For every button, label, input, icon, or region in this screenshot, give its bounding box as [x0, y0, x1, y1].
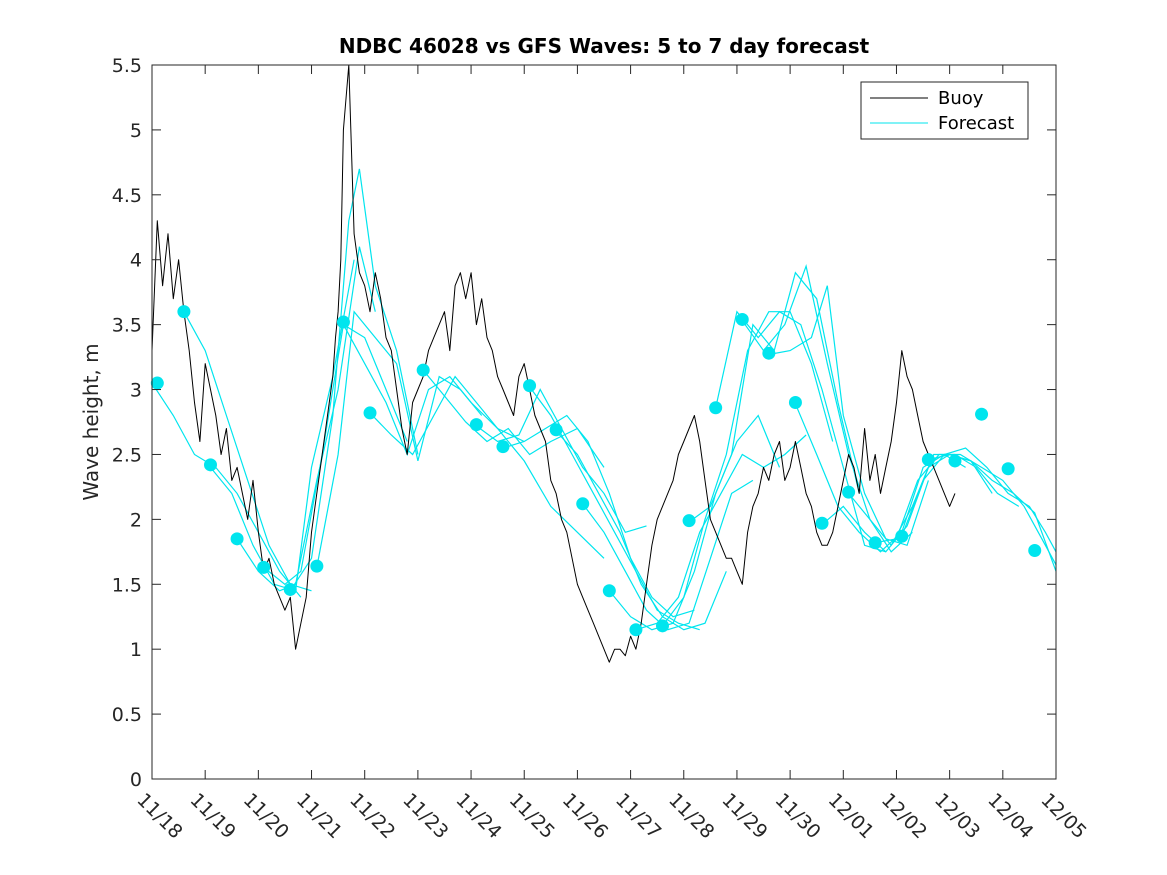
forecast-line-6: [316, 310, 483, 568]
forecast-marker-14: [576, 497, 590, 511]
legend-buoy-label: Buoy: [938, 88, 984, 109]
y-tick-label-3: 1.5: [112, 574, 142, 596]
forecast-line-4: [263, 323, 408, 586]
y-tick-label-6: 3: [130, 380, 142, 402]
legend-box: [860, 81, 1029, 140]
forecast-line-26: [901, 447, 1057, 553]
legend-forecast-label: Forecast: [938, 113, 1014, 134]
forecast-line-14: [582, 479, 754, 631]
y-axis: 0 0.5 1 1.5 2 2.5 3 3.5 4 4.5 5 5.5: [112, 55, 1056, 791]
forecast-marker-13: [549, 423, 563, 437]
forecast-marker-31: [1028, 544, 1042, 558]
y-tick-label-5: 2.5: [112, 444, 142, 466]
forecast-line-16: [635, 434, 807, 631]
forecast-marker-20: [735, 312, 749, 326]
forecast-line-24: [848, 453, 1020, 547]
y-tick-label-2: 1: [130, 639, 142, 661]
y-tick-label-10: 5: [130, 120, 142, 142]
forecast-marker-12: [523, 379, 537, 393]
y-axis-label: Wave height, m: [79, 343, 103, 500]
forecast-marker-10: [469, 418, 483, 432]
forecast-marker-9: [416, 363, 430, 377]
forecast-line-11: [502, 414, 695, 618]
forecast-marker-19: [709, 401, 723, 415]
forecast-line-0: [151, 382, 302, 598]
forecast-marker-22: [788, 396, 802, 410]
plot-area: [152, 65, 1056, 779]
forecast-marker-28: [948, 454, 962, 468]
forecast-line-17: [662, 311, 834, 627]
forecast-marker-0: [150, 376, 164, 390]
forecast-marker-18: [682, 514, 696, 528]
forecast-marker-15: [602, 584, 616, 598]
forecast-marker-2: [203, 458, 217, 472]
forecast-line-5: [289, 168, 419, 592]
forecast-line-21: [768, 285, 929, 547]
forecast-line-13: [555, 430, 727, 631]
forecast-marker-17: [655, 619, 669, 633]
forecast-line-7: [342, 324, 525, 457]
forecast-marker-24: [842, 485, 856, 499]
y-tick-label-7: 3.5: [112, 315, 142, 337]
forecast-marker-3: [230, 532, 244, 546]
forecast-marker-8: [363, 406, 377, 420]
buoy-series: [151, 64, 956, 663]
forecast-marker-5: [283, 582, 297, 596]
y-tick-label-0: 0: [130, 769, 142, 791]
legend: Buoy Forecast: [860, 81, 1029, 140]
forecast-marker-23: [815, 516, 829, 530]
forecast-line-15: [608, 414, 781, 631]
plot-frame: [151, 64, 1057, 780]
forecast-marker-30: [1001, 462, 1015, 476]
forecast-marker-11: [496, 440, 510, 454]
forecast-marker-27: [921, 453, 935, 467]
forecast-marker-1: [177, 305, 191, 319]
y-tick-label-4: 2: [130, 509, 142, 531]
y-tick-label-1: 0.5: [112, 704, 142, 726]
forecast-marker-26: [895, 529, 909, 543]
forecast-marker-25: [868, 536, 882, 550]
forecast-marker-21: [762, 346, 776, 360]
forecast-markers: [150, 305, 1042, 637]
forecast-line-27: [928, 453, 1057, 572]
y-tick-label-9: 4.5: [112, 185, 142, 207]
forecast-marker-4: [257, 560, 271, 574]
forecast-marker-7: [336, 315, 350, 329]
forecast-marker-29: [975, 407, 989, 421]
forecast-marker-16: [629, 623, 643, 637]
forecast-line-9: [422, 369, 605, 468]
forecast-marker-6: [310, 559, 324, 573]
y-tick-label-11: 5.5: [112, 55, 142, 77]
chart-title: NDBC 46028 vs GFS Waves: 5 to 7 day fore…: [339, 34, 870, 58]
buoy-line: [151, 64, 956, 663]
y-tick-label-8: 4: [130, 250, 142, 272]
forecast-line-3: [236, 246, 376, 592]
forecast-line-22: [794, 403, 966, 553]
